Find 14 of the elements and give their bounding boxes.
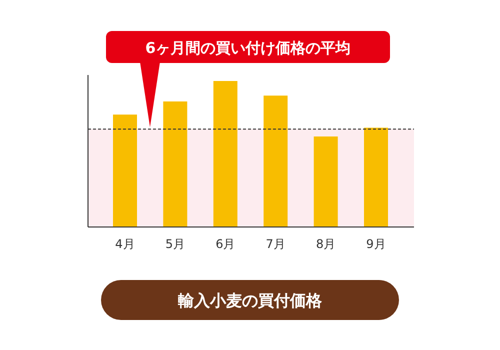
bar (213, 81, 238, 227)
x-tick-label: 8月 (316, 237, 336, 251)
bar (264, 96, 288, 227)
x-tick-label: 9月 (366, 237, 386, 251)
x-tick-label: 5月 (165, 237, 186, 251)
bar (314, 136, 338, 227)
ref-line-label: 6ヶ月間の買い付け価格の平均 (145, 39, 351, 57)
x-tick-label: 7月 (266, 237, 286, 251)
text: 輸入小麦の買付価格 (177, 291, 323, 310)
bar (113, 114, 137, 227)
x-tick-label: 6月 (216, 237, 236, 251)
x-tick-label: 4月 (115, 237, 135, 251)
bar (364, 128, 388, 227)
bar (163, 101, 188, 227)
